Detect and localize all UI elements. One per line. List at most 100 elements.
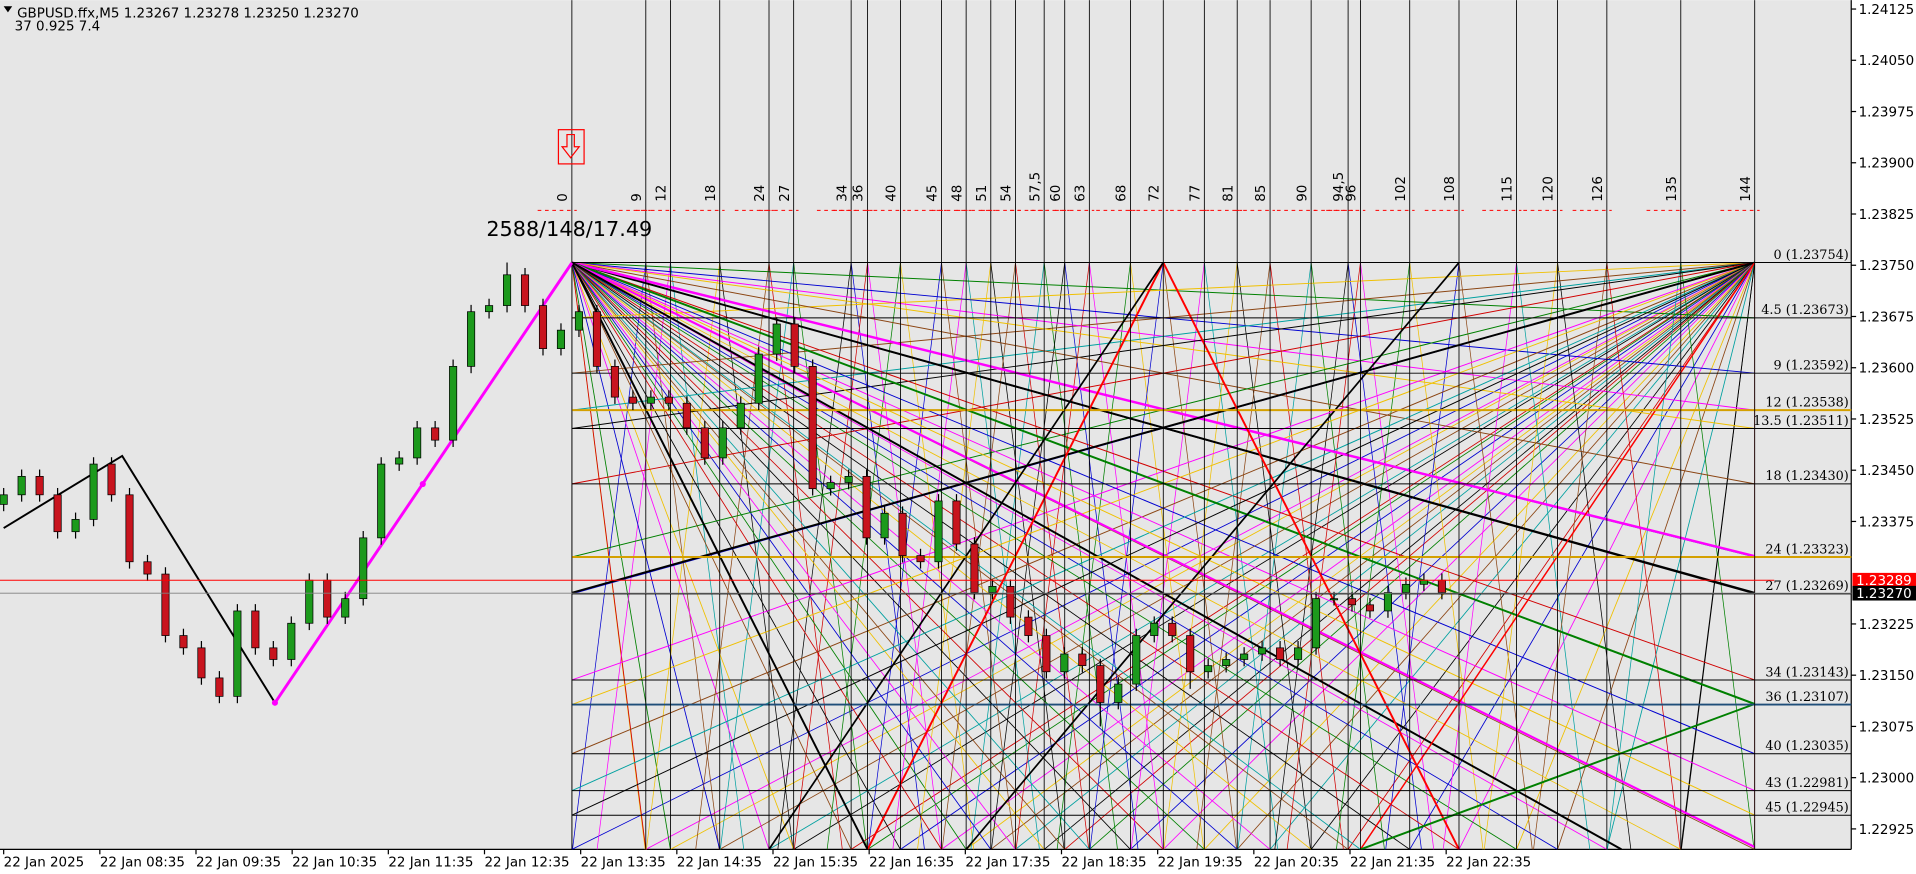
gann-time-label: 57,5 xyxy=(1028,172,1043,202)
gann-fan-line xyxy=(571,262,1349,850)
x-tick-label: 22 Jan 13:35 xyxy=(581,856,666,871)
gann-fan-line xyxy=(1056,262,1131,850)
candle-body xyxy=(700,427,709,459)
y-tick-label: 1.23600 xyxy=(1859,362,1915,377)
candle-body xyxy=(1419,579,1428,585)
gann-fan-line xyxy=(1130,262,1755,850)
y-tick-label: 1.23075 xyxy=(1859,720,1915,735)
gann-time-label: 9 xyxy=(630,193,645,202)
y-tick-label: 1.23675 xyxy=(1859,310,1915,325)
candle-body xyxy=(628,396,637,404)
candle-body xyxy=(485,305,494,313)
candle-body xyxy=(431,427,440,441)
gann-time-label: 77 xyxy=(1188,185,1203,202)
candle-body xyxy=(1042,635,1051,673)
gann-fan-line xyxy=(1385,262,1460,850)
gann-fan-line xyxy=(1043,262,1755,850)
y-tick-label: 1.23225 xyxy=(1859,618,1915,633)
y-tick-label: 1.23525 xyxy=(1859,413,1915,428)
gann-time-label: 72 xyxy=(1147,185,1162,202)
gann-time-label: 45 xyxy=(926,185,941,202)
candle-body xyxy=(125,494,134,563)
candle-body xyxy=(35,475,44,496)
symbol-line: GBPUSD.ffx,M5 1.23267 1.23278 1.23250 1.… xyxy=(17,6,359,21)
candle-body xyxy=(107,463,116,496)
gann-fan-line xyxy=(1557,262,1755,850)
candle-body xyxy=(395,457,404,465)
candle-body xyxy=(503,274,512,306)
x-tick-label: 22 Jan 12:35 xyxy=(484,856,569,871)
gann-fan-line xyxy=(1269,262,1755,850)
gann-fan-line xyxy=(571,261,1622,850)
gann-level-label: 34 (1.23143) xyxy=(1765,665,1848,680)
gann-fan-line xyxy=(768,262,1755,850)
gann-fan-line xyxy=(917,262,992,850)
candle-body xyxy=(1258,647,1267,655)
gann-fan-line xyxy=(1458,262,1533,850)
gann-fan-line xyxy=(571,262,1066,850)
gann-time-label: 102 xyxy=(1394,176,1409,202)
candle-body xyxy=(970,543,979,593)
gann-time-label: 85 xyxy=(1254,185,1269,202)
y-tick-label: 1.23750 xyxy=(1859,259,1915,274)
gann-level-label: 12 (1.23538) xyxy=(1765,395,1848,410)
gann-time-label: 48 xyxy=(950,185,965,202)
candle-body xyxy=(0,494,8,505)
price-tag-label: 1.23289 xyxy=(1856,574,1912,589)
zigzag-line xyxy=(3,454,276,704)
x-tick-label: 22 Jan 17:35 xyxy=(965,856,1050,871)
candle-body xyxy=(556,329,566,349)
candle-body xyxy=(916,555,925,563)
price-tag xyxy=(1852,585,1916,601)
candle-body xyxy=(1114,683,1123,703)
candle-body xyxy=(269,647,278,660)
annotation: 2588/148/17.49 xyxy=(486,217,652,241)
axes: 1.24125 1.24050 1.23975 1.23900 1.23825 1.237… xyxy=(3,3,1915,871)
gann-time-label: 63 xyxy=(1073,185,1088,202)
candle-body xyxy=(1168,622,1177,636)
gann-time-label: 81 xyxy=(1221,185,1236,202)
candle-body xyxy=(862,475,871,539)
gann-fan-line xyxy=(571,262,1045,850)
collapse-triangle xyxy=(3,6,13,13)
x-tick-label: 22 Jan 22:35 xyxy=(1446,856,1531,871)
gann-fan-line xyxy=(571,262,852,850)
y-tick-label: 1.23000 xyxy=(1859,772,1915,787)
candle-body xyxy=(17,475,26,496)
candle-body xyxy=(1437,579,1446,593)
gann-fan-line xyxy=(1203,262,1279,850)
candle-body xyxy=(1150,622,1159,636)
gann-level-label: 40 (1.23035) xyxy=(1765,739,1848,754)
info-line: 37 0.925 7.4 xyxy=(15,20,100,35)
candle-body xyxy=(233,610,242,697)
gann-level-label: 27 (1.23269) xyxy=(1765,579,1848,594)
candle-body xyxy=(754,353,763,404)
candle-body xyxy=(359,537,368,600)
candle-body xyxy=(1024,616,1033,636)
gann-level-label: 13.5 (1.23511) xyxy=(1753,414,1849,429)
gann-level-label: 9 (1.23592) xyxy=(1773,359,1848,374)
candle-body xyxy=(1204,665,1213,673)
gann-level-label: 36 (1.23107) xyxy=(1765,690,1848,705)
candle-body xyxy=(1347,598,1357,606)
gann-fan-line xyxy=(571,262,901,850)
candle-body xyxy=(826,482,835,490)
gann-time-label: 34 xyxy=(835,185,850,202)
candle-body xyxy=(161,573,170,636)
gann-fan-line xyxy=(1347,262,1755,850)
candle-body xyxy=(1383,592,1392,612)
gann-time-label: 144 xyxy=(1739,176,1754,202)
candle-body xyxy=(341,598,350,618)
gann-fan-line xyxy=(1360,262,1435,850)
x-tick-label: 22 Jan 09:35 xyxy=(196,856,281,871)
x-tick-label: 22 Jan 18:35 xyxy=(1061,856,1146,871)
candle-body xyxy=(880,512,889,539)
y-tick-label: 1.23975 xyxy=(1859,105,1915,120)
zigzag xyxy=(3,262,574,706)
candle-body xyxy=(952,500,961,545)
signal-marker xyxy=(557,129,585,165)
gann-fan-line xyxy=(941,262,1016,850)
gann-fan-line xyxy=(571,262,992,850)
candle-body xyxy=(736,402,745,429)
